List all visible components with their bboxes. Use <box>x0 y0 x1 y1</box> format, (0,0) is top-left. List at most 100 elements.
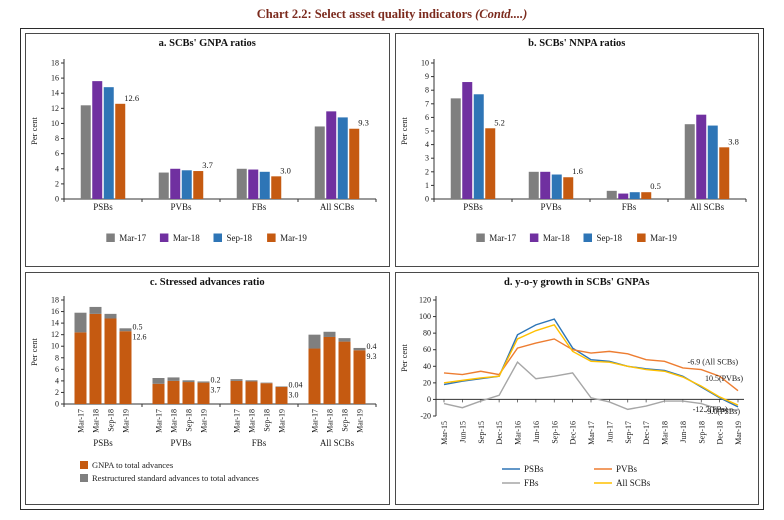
svg-text:3.0: 3.0 <box>281 165 292 175</box>
svg-text:Jun-15: Jun-15 <box>458 421 467 443</box>
svg-text:-20: -20 <box>420 411 431 420</box>
panel-yoy-growth: d. y-o-y growth in SCBs' GNPAs -20 0 20 40 6… <box>394 271 759 505</box>
svg-text:GNPA to total advances: GNPA to total advances <box>92 460 173 470</box>
panel-stressed-advances: c. Stressed advances ratio 0 2 4 6 8 10 12 14 16… <box>25 271 390 505</box>
svg-text:20: 20 <box>423 378 431 387</box>
legend-swatch <box>636 233 646 242</box>
svg-text:6: 6 <box>55 149 59 158</box>
svg-text:18: 18 <box>51 59 59 68</box>
svg-text:80: 80 <box>423 328 431 337</box>
annotations: -6.9 (All SCBs) 10.5(PVBs) -12.7(FBs)-9.0(… <box>687 357 743 415</box>
svg-text:4: 4 <box>55 376 59 385</box>
svg-text:Mar-15: Mar-15 <box>440 421 449 445</box>
svg-text:PSBs: PSBs <box>93 202 113 212</box>
svg-text:14: 14 <box>51 318 59 327</box>
legend: GNPA to total advances Restructured stand… <box>80 460 259 483</box>
svg-text:16: 16 <box>51 74 59 83</box>
svg-text:0.4: 0.4 <box>367 341 377 350</box>
svg-text:16: 16 <box>51 307 59 316</box>
svg-text:PVBs: PVBs <box>171 438 193 448</box>
svg-text:120: 120 <box>419 295 431 304</box>
svg-text:Mar-18: Mar-18 <box>326 409 335 433</box>
svg-text:3: 3 <box>425 154 429 163</box>
svg-text:PVBs: PVBs <box>540 202 562 212</box>
svg-text:Dec-18: Dec-18 <box>715 421 724 445</box>
svg-text:Per cent: Per cent <box>29 117 39 145</box>
svg-text:9.3: 9.3 <box>367 351 377 360</box>
svg-text:Mar-19: Mar-19 <box>356 409 365 433</box>
svg-text:Mar-18: Mar-18 <box>248 409 257 433</box>
svg-text:PVBs: PVBs <box>616 464 638 474</box>
svg-text:4: 4 <box>425 140 429 149</box>
svg-text:Per cent: Per cent <box>399 117 409 145</box>
svg-text:Per cent: Per cent <box>29 337 39 365</box>
svg-text:All SCBs: All SCBs <box>616 478 651 488</box>
chart-c-svg: 0 2 4 6 8 10 12 14 16 18 Per cent Mar-17 Mar-18 Sep-1… <box>29 295 377 483</box>
panel-b-title: b. SCBs' NNPA ratios <box>528 38 626 49</box>
legend: PSBs PVBs FBs All SCBs <box>501 464 651 488</box>
svg-text:8: 8 <box>425 86 429 95</box>
svg-text:0.5: 0.5 <box>133 322 143 331</box>
svg-text:3.7: 3.7 <box>203 160 214 170</box>
legend-swatch <box>106 233 116 242</box>
svg-text:2: 2 <box>425 167 429 176</box>
svg-text:Mar-17: Mar-17 <box>587 421 596 445</box>
panel-b-chart: 0 1 2 3 4 5 6 7 8 9 10 Per cent PSBs PVBs FBs All SCBs 5… <box>396 49 759 266</box>
legend-swatch <box>476 233 485 242</box>
svg-text:Mar-19: Mar-19 <box>200 409 209 433</box>
svg-text:Sep-18: Sep-18 <box>185 409 194 432</box>
svg-text:0: 0 <box>425 195 429 204</box>
svg-text:Mar-18: Mar-18 <box>173 233 200 243</box>
legend-swatch <box>583 233 592 242</box>
svg-text:Mar-19: Mar-19 <box>122 409 131 433</box>
svg-text:FBs: FBs <box>252 202 267 212</box>
svg-text:3.8: 3.8 <box>728 136 739 146</box>
svg-text:Mar-19: Mar-19 <box>278 409 287 433</box>
svg-text:-9.0(PSBs): -9.0(PSBs) <box>704 406 740 415</box>
svg-text:Sep-18: Sep-18 <box>341 409 350 432</box>
svg-text:40: 40 <box>423 361 431 370</box>
svg-text:4: 4 <box>55 164 59 173</box>
svg-text:Mar-18: Mar-18 <box>660 421 669 445</box>
svg-text:0: 0 <box>427 394 431 403</box>
svg-text:10: 10 <box>421 59 429 68</box>
svg-text:Sep-15: Sep-15 <box>477 421 486 444</box>
legend-swatch <box>267 233 276 242</box>
stacked-bars: 0.512.6 0.23.7 0.043.0 0.49.3 <box>74 306 377 404</box>
svg-text:Sep-18: Sep-18 <box>596 233 622 243</box>
svg-text:All SCBs: All SCBs <box>320 202 355 212</box>
svg-text:0.5: 0.5 <box>650 181 661 191</box>
svg-text:8: 8 <box>55 353 59 362</box>
svg-text:FBs: FBs <box>621 202 636 212</box>
svg-text:All SCBs: All SCBs <box>690 202 725 212</box>
svg-text:12.6: 12.6 <box>133 332 147 341</box>
svg-text:Dec-15: Dec-15 <box>495 421 504 445</box>
bars: 5.2 1.6 0.5 3.8 <box>450 82 739 199</box>
svg-text:Mar-18: Mar-18 <box>92 409 101 433</box>
svg-text:Jun-18: Jun-18 <box>679 421 688 443</box>
svg-text:Dec-16: Dec-16 <box>568 421 577 445</box>
legend-swatch <box>80 473 89 482</box>
svg-text:All SCBs: All SCBs <box>320 438 355 448</box>
svg-text:0.2: 0.2 <box>211 375 221 384</box>
svg-text:FBs: FBs <box>524 478 539 488</box>
svg-text:2: 2 <box>55 387 59 396</box>
chart-d-svg: -20 0 20 40 60 80 100 120 Per cent Mar-15 Jun-15 Se… <box>399 295 744 488</box>
panel-gnpa-ratios: a. SCBs' GNPA ratios 0 2 4 6 8 10 12 14 16 18 Per … <box>25 33 390 267</box>
svg-text:100: 100 <box>419 312 431 321</box>
svg-text:0: 0 <box>55 195 59 204</box>
svg-text:Sep-18: Sep-18 <box>227 233 253 243</box>
svg-text:PSBs: PSBs <box>463 202 483 212</box>
panel-c-chart: 0 2 4 6 8 10 12 14 16 18 Per cent Mar-17 Mar-18 Sep-1… <box>26 288 389 505</box>
svg-text:12: 12 <box>51 104 59 113</box>
svg-text:0: 0 <box>55 399 59 408</box>
svg-text:Mar-19: Mar-19 <box>650 233 677 243</box>
svg-text:9: 9 <box>425 72 429 81</box>
svg-text:Mar-17: Mar-17 <box>489 233 516 243</box>
legend: Mar-17 Mar-18 Sep-18 Mar-19 <box>476 233 677 243</box>
series-line <box>443 360 738 411</box>
svg-text:Sep-18: Sep-18 <box>107 409 116 432</box>
svg-text:6: 6 <box>55 364 59 373</box>
svg-text:Jun-16: Jun-16 <box>532 421 541 443</box>
panel-a-chart: 0 2 4 6 8 10 12 14 16 18 Per cent PSBs PVBs FBs All SC… <box>26 49 389 266</box>
